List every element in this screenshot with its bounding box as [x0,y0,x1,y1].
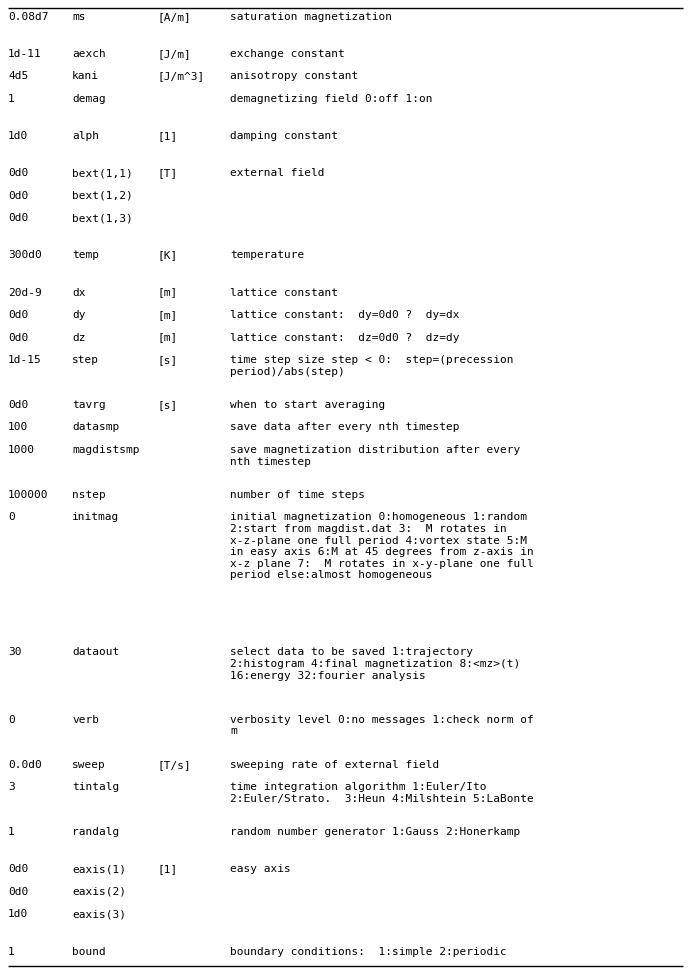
Text: step: step [72,356,99,365]
Text: aexch: aexch [72,49,106,58]
Text: [T/s]: [T/s] [158,760,191,769]
Text: [A/m]: [A/m] [158,12,191,21]
Text: [J/m]: [J/m] [158,49,191,58]
Text: 1: 1 [8,827,15,838]
Text: temp: temp [72,250,99,260]
Text: 1d-11: 1d-11 [8,49,41,58]
Text: saturation magnetization: saturation magnetization [230,12,392,21]
Text: 0.08d7: 0.08d7 [8,12,48,21]
Text: [K]: [K] [158,250,178,260]
Text: demag: demag [72,94,106,104]
Text: external field: external field [230,169,325,178]
Text: 0d0: 0d0 [8,332,28,343]
Text: demagnetizing field 0:off 1:on: demagnetizing field 0:off 1:on [230,94,433,104]
Text: 0d0: 0d0 [8,191,28,201]
Text: save data after every nth timestep: save data after every nth timestep [230,423,460,432]
Text: [J/m^3]: [J/m^3] [158,71,205,82]
Text: 20d-9: 20d-9 [8,287,41,298]
Text: [m]: [m] [158,310,178,320]
Text: lattice constant:  dy=0d0 ?  dy=dx: lattice constant: dy=0d0 ? dy=dx [230,310,460,320]
Text: dataout: dataout [72,648,120,657]
Text: sweeping rate of external field: sweeping rate of external field [230,760,439,769]
Text: 0d0: 0d0 [8,887,28,897]
Text: [T]: [T] [158,169,178,178]
Text: [1]: [1] [158,864,178,875]
Text: 0d0: 0d0 [8,169,28,178]
Text: 1d0: 1d0 [8,131,28,141]
Text: 30: 30 [8,648,21,657]
Text: bext(1,3): bext(1,3) [72,213,133,223]
Text: 0d0: 0d0 [8,310,28,320]
Text: bext(1,2): bext(1,2) [72,191,133,201]
Text: tintalg: tintalg [72,782,120,792]
Text: [s]: [s] [158,356,178,365]
Text: 4d5: 4d5 [8,71,28,82]
Text: initial magnetization 0:homogeneous 1:random
2:start from magdist.dat 3:  M rota: initial magnetization 0:homogeneous 1:ra… [230,512,533,581]
Text: save magnetization distribution after every
nth timestep: save magnetization distribution after ev… [230,445,520,467]
Text: lattice constant: lattice constant [230,287,338,298]
Text: eaxis(2): eaxis(2) [72,887,126,897]
Text: dz: dz [72,332,86,343]
Text: ms: ms [72,12,86,21]
Text: time step size step < 0:  step=(precession
period)/abs(step): time step size step < 0: step=(precessio… [230,356,513,377]
Text: boundary conditions:  1:simple 2:periodic: boundary conditions: 1:simple 2:periodic [230,947,507,956]
Text: [m]: [m] [158,332,178,343]
Text: 100000: 100000 [8,490,48,500]
Text: random number generator 1:Gauss 2:Honerkamp: random number generator 1:Gauss 2:Honerk… [230,827,520,838]
Text: damping constant: damping constant [230,131,338,141]
Text: kani: kani [72,71,99,82]
Text: eaxis(3): eaxis(3) [72,910,126,919]
Text: [1]: [1] [158,131,178,141]
Text: 100: 100 [8,423,28,432]
Text: initmag: initmag [72,512,120,522]
Text: datasmp: datasmp [72,423,120,432]
Text: alph: alph [72,131,99,141]
Text: randalg: randalg [72,827,120,838]
Text: 3: 3 [8,782,15,792]
Text: eaxis(1): eaxis(1) [72,864,126,875]
Text: [s]: [s] [158,400,178,410]
Text: 1000: 1000 [8,445,35,455]
Text: 0: 0 [8,715,15,725]
Text: [m]: [m] [158,287,178,298]
Text: exchange constant: exchange constant [230,49,345,58]
Text: sweep: sweep [72,760,106,769]
Text: lattice constant:  dz=0d0 ?  dz=dy: lattice constant: dz=0d0 ? dz=dy [230,332,460,343]
Text: 300d0: 300d0 [8,250,41,260]
Text: temperature: temperature [230,250,304,260]
Text: nstep: nstep [72,490,106,500]
Text: verb: verb [72,715,99,725]
Text: magdistsmp: magdistsmp [72,445,140,455]
Text: dy: dy [72,310,86,320]
Text: bound: bound [72,947,106,956]
Text: select data to be saved 1:trajectory
2:histogram 4:final magnetization 8:<mz>(t): select data to be saved 1:trajectory 2:h… [230,648,520,681]
Text: tavrg: tavrg [72,400,106,410]
Text: easy axis: easy axis [230,864,291,875]
Text: anisotropy constant: anisotropy constant [230,71,358,82]
Text: 1: 1 [8,947,15,956]
Text: verbosity level 0:no messages 1:check norm of
m: verbosity level 0:no messages 1:check no… [230,715,533,736]
Text: 0d0: 0d0 [8,400,28,410]
Text: number of time steps: number of time steps [230,490,365,500]
Text: time integration algorithm 1:Euler/Ito
2:Euler/Strato.  3:Heun 4:Milshtein 5:LaB: time integration algorithm 1:Euler/Ito 2… [230,782,533,804]
Text: bext(1,1): bext(1,1) [72,169,133,178]
Text: 0: 0 [8,512,15,522]
Text: 0d0: 0d0 [8,213,28,223]
Text: 1: 1 [8,94,15,104]
Text: 0d0: 0d0 [8,864,28,875]
Text: 1d0: 1d0 [8,910,28,919]
Text: when to start averaging: when to start averaging [230,400,386,410]
Text: 0.0d0: 0.0d0 [8,760,41,769]
Text: dx: dx [72,287,86,298]
Text: 1d-15: 1d-15 [8,356,41,365]
